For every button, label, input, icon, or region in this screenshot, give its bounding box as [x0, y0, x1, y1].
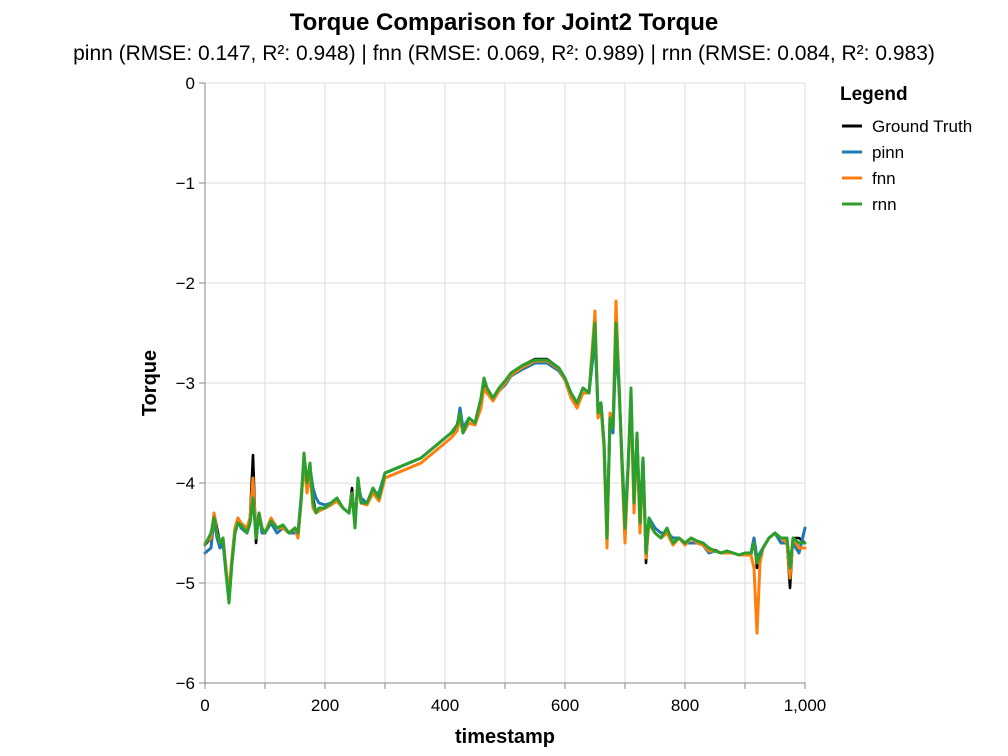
axes: 0 200 400 600 800 1,000 0 −1 −2 −3 −4 −5 −6: [176, 74, 827, 715]
y-axis-title: Torque: [139, 350, 161, 416]
chart-title: Torque Comparison for Joint2 Torque: [290, 9, 718, 36]
legend-label-fnn: fnn: [872, 169, 896, 188]
x-tick-label: 600: [551, 696, 579, 715]
x-tick-label: 0: [200, 696, 209, 715]
y-tick-label: −5: [176, 574, 195, 593]
y-tick-label: −6: [176, 674, 195, 693]
chart-subtitle: pinn (RMSE: 0.147, R²: 0.948) | fnn (RMS…: [73, 42, 935, 65]
x-tick-label: 200: [311, 696, 339, 715]
y-tick-label: −2: [176, 274, 195, 293]
y-tick-label: −1: [176, 174, 195, 193]
legend-label-pinn: pinn: [872, 143, 904, 162]
x-tick-label: 1,000: [784, 696, 827, 715]
y-tick-label: −3: [176, 374, 195, 393]
x-axis-title: timestamp: [455, 726, 555, 748]
legend-title: Legend: [840, 84, 908, 105]
x-tick-label: 800: [671, 696, 699, 715]
plot-area: [203, 299, 807, 635]
y-tick-label: 0: [186, 74, 195, 93]
legend-label-rnn: rnn: [872, 195, 897, 214]
legend-label-ground-truth: Ground Truth: [872, 117, 972, 136]
series-line-rnn: [203, 321, 807, 605]
legend: Legend Ground Truth pinn fnn rnn: [840, 84, 972, 214]
x-tick-label: 400: [431, 696, 459, 715]
y-tick-label: −4: [176, 474, 195, 493]
